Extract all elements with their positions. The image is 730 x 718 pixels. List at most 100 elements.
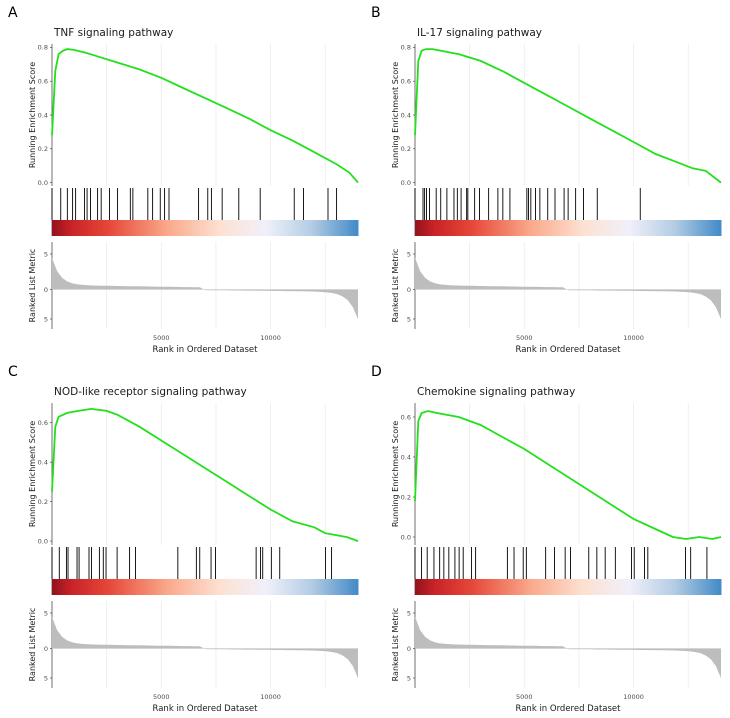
y-tick-label: 0.2 <box>401 145 411 153</box>
rank-color-segment <box>491 579 495 595</box>
rank-color-segment <box>136 579 140 595</box>
rank-color-segment <box>659 579 663 595</box>
rank-color-segment <box>227 579 231 595</box>
rank-color-segment <box>289 220 293 236</box>
rank-color-segment <box>215 220 219 236</box>
rank-color-segment <box>233 579 237 595</box>
rank-color-segment <box>174 579 178 595</box>
rank-color-segment <box>427 579 431 595</box>
rank-color-segment <box>619 579 623 595</box>
rank-color-segment <box>335 220 339 236</box>
rank-color-segment <box>238 579 242 595</box>
metric-tick-label: 5 <box>44 609 48 617</box>
rank-color-segment <box>662 579 666 595</box>
rank-color-segment <box>179 220 183 236</box>
running-es-line <box>414 410 722 540</box>
rank-color-segment <box>72 220 76 236</box>
rank-color-segment <box>263 220 267 236</box>
rank-color-segment <box>182 220 186 236</box>
metric-tick-label: 5 <box>44 250 48 258</box>
rank-color-segment <box>460 220 464 236</box>
rank-color-segment <box>123 220 127 236</box>
rank-color-segment <box>225 579 229 595</box>
rank-color-segment <box>654 220 658 236</box>
rank-color-segment <box>685 579 689 595</box>
rank-color-segment <box>299 220 303 236</box>
metric-tick-label: 0 <box>407 645 411 653</box>
rank-color-segment <box>675 579 679 595</box>
rank-color-segment <box>169 579 173 595</box>
x-axis-title: Rank in Ordered Dataset <box>153 345 259 355</box>
rank-color-segment <box>468 579 472 595</box>
rank-color-segment <box>159 220 163 236</box>
rank-color-segment <box>151 220 155 236</box>
y-axis-title-bottom: Ranked List Metric <box>391 249 400 323</box>
y-tick-label: 0.4 <box>401 111 411 119</box>
rank-color-segment <box>182 579 186 595</box>
rank-color-segment <box>481 579 485 595</box>
rank-color-segment <box>146 220 150 236</box>
rank-color-segment <box>598 220 602 236</box>
rank-color-segment <box>677 579 681 595</box>
rank-color-segment <box>240 579 244 595</box>
rank-color-segment <box>248 579 252 595</box>
gsea-panel-c: C NOD-like receptor signaling pathway 0.0 0… <box>8 364 359 714</box>
rank-color-segment <box>301 579 305 595</box>
rank-color-segment <box>539 579 543 595</box>
rank-color-segment <box>92 579 96 595</box>
rank-color-segment <box>450 579 454 595</box>
rank-color-segment <box>171 579 175 595</box>
rank-color-segment <box>547 220 551 236</box>
rank-color-segment <box>445 220 449 236</box>
rank-color-segment <box>347 220 351 236</box>
rank-color-segment <box>580 579 584 595</box>
rank-color-segment <box>202 220 206 236</box>
panel-label: C <box>8 364 18 380</box>
x-tick-label: 5000 <box>153 693 170 701</box>
rank-color-segment <box>52 220 56 236</box>
rank-color-segment <box>575 220 579 236</box>
rank-color-segment <box>468 220 472 236</box>
rank-color-segment <box>291 220 295 236</box>
rank-color-segment <box>626 220 630 236</box>
rank-color-segment <box>245 220 249 236</box>
rank-color-segment <box>453 579 457 595</box>
rank-color-segment <box>601 220 605 236</box>
rank-color-segment <box>187 220 191 236</box>
rank-color-segment <box>250 579 254 595</box>
rank-color-segment <box>511 220 515 236</box>
rank-color-segment <box>483 220 487 236</box>
rank-color-segment <box>74 220 78 236</box>
rank-color-segment <box>304 579 308 595</box>
rank-color-segment <box>568 220 572 236</box>
rank-color-segment <box>312 579 316 595</box>
rank-color-segment <box>621 220 625 236</box>
rank-color-segment <box>542 579 546 595</box>
rank-color-segment <box>97 579 101 595</box>
rank-color-segment <box>435 220 439 236</box>
rank-color-segment <box>143 579 147 595</box>
rank-color-segment <box>220 579 224 595</box>
rank-color-segment <box>342 579 346 595</box>
rank-color-segment <box>654 579 658 595</box>
rank-color-segment <box>261 579 265 595</box>
rank-color-segment <box>113 579 117 595</box>
rank-color-segment <box>430 220 434 236</box>
rank-color-segment <box>713 579 717 595</box>
rank-color-segment <box>148 220 152 236</box>
rank-color-segment <box>253 220 257 236</box>
rank-color-segment <box>657 579 661 595</box>
x-tick-label: 10000 <box>260 693 281 701</box>
rank-color-segment <box>527 579 531 595</box>
ranked-metric-area <box>52 616 358 679</box>
rank-color-segment <box>534 579 538 595</box>
rank-color-segment <box>317 579 321 595</box>
rank-color-segment <box>256 579 260 595</box>
rank-color-segment <box>67 220 71 236</box>
rank-color-segment <box>268 579 272 595</box>
rank-color-segment <box>67 579 71 595</box>
rank-color-segment <box>636 220 640 236</box>
rank-color-segment <box>352 579 356 595</box>
rank-color-segment <box>276 579 280 595</box>
rank-color-segment <box>138 579 142 595</box>
